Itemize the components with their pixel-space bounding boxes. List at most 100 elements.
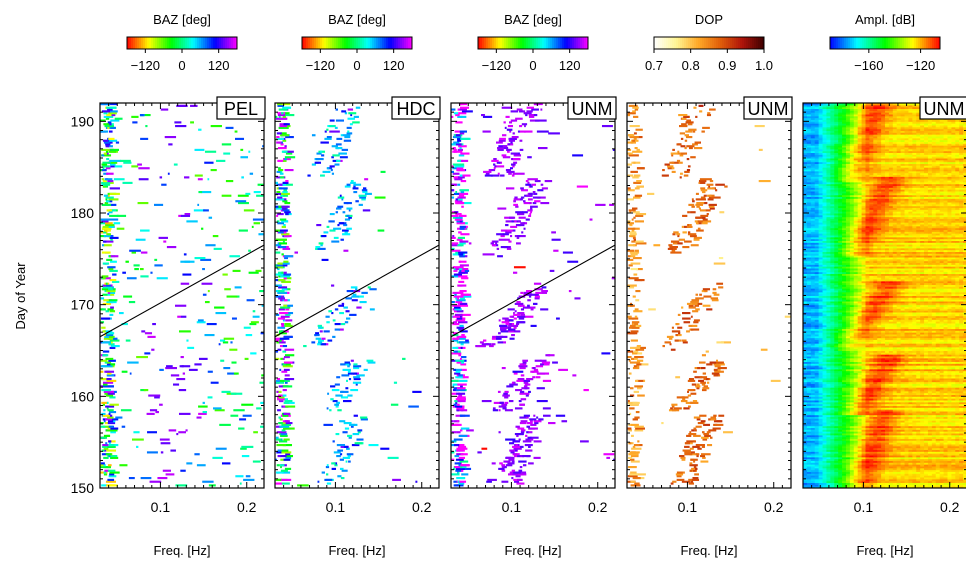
storm-segment — [665, 341, 671, 343]
storm-segment — [350, 389, 358, 391]
estimate-segment — [457, 362, 461, 364]
estimate-segment — [631, 455, 639, 457]
storm-segment — [334, 464, 337, 466]
storm-segment — [716, 360, 718, 362]
estimate-segment — [630, 125, 640, 127]
estimate-segment — [103, 226, 109, 228]
estimate-segment — [633, 274, 637, 276]
estimate-segment — [207, 178, 209, 180]
storm-segment — [709, 206, 715, 208]
estimate-segment — [458, 481, 460, 483]
estimate-segment — [132, 121, 137, 123]
estimate-segment — [109, 255, 111, 257]
estimate-segment — [453, 164, 462, 166]
estimate-segment — [173, 384, 179, 386]
estimate-segment — [104, 448, 109, 450]
estimate-segment — [103, 186, 106, 188]
estimate-segment — [104, 142, 110, 144]
storm-segment — [703, 220, 712, 222]
estimate-segment — [103, 228, 111, 230]
estimate-segment — [110, 116, 113, 118]
estimate-segment — [194, 363, 201, 365]
colorbar-tick-label: 0 — [529, 58, 536, 73]
estimate-segment — [222, 462, 230, 464]
estimate-segment — [630, 255, 636, 257]
estimate-segment — [282, 209, 289, 211]
estimate-segment — [643, 380, 645, 382]
storm-segment — [702, 457, 706, 459]
estimate-segment — [509, 140, 515, 142]
storm-segment — [499, 140, 506, 142]
estimate-segment — [704, 195, 707, 197]
storm-segment — [327, 464, 329, 466]
storm-segment — [521, 431, 524, 433]
estimate-segment — [284, 356, 290, 358]
storm-segment — [500, 235, 504, 237]
estimate-segment — [278, 422, 283, 424]
storm-segment — [698, 422, 704, 424]
storm-segment — [521, 314, 525, 316]
estimate-segment — [219, 343, 221, 345]
storm-segment — [337, 475, 341, 477]
storm-segment — [496, 338, 502, 340]
estimate-segment — [636, 242, 646, 244]
estimate-segment — [629, 209, 636, 211]
estimate-segment — [567, 261, 578, 263]
estimate-segment — [460, 132, 464, 134]
storm-segment — [694, 305, 699, 307]
estimate-segment — [108, 288, 113, 290]
estimate-segment — [215, 409, 225, 411]
estimate-segment — [284, 336, 293, 338]
storm-segment — [330, 398, 333, 400]
estimate-segment — [462, 110, 473, 112]
storm-segment — [507, 462, 514, 464]
storm-segment — [682, 226, 684, 228]
estimate-segment — [281, 325, 284, 327]
storm-segment — [534, 422, 538, 424]
storm-segment — [341, 134, 343, 136]
estimate-segment — [460, 228, 465, 230]
panel-2: BAZ [deg]−120 0 1200.1 0.2Freq. [Hz]HDC — [275, 12, 440, 558]
estimate-segment — [104, 420, 106, 422]
estimate-segment — [109, 426, 114, 428]
estimate-segment — [636, 349, 644, 351]
storm-segment — [524, 382, 529, 384]
storm-segment — [507, 129, 513, 131]
estimate-segment — [630, 347, 640, 349]
estimate-segment — [460, 316, 462, 318]
storm-segment — [529, 193, 533, 195]
estimate-segment — [454, 296, 464, 298]
estimate-segment — [460, 385, 463, 387]
storm-segment — [334, 404, 339, 406]
estimate-segment — [285, 169, 294, 171]
estimate-segment — [103, 263, 109, 265]
estimate-segment — [634, 385, 643, 387]
estimate-segment — [635, 241, 643, 243]
storm-segment — [516, 483, 524, 485]
storm-segment — [689, 147, 693, 149]
estimate-segment — [179, 330, 191, 332]
estimate-segment — [451, 420, 453, 422]
estimate-segment — [127, 277, 137, 279]
storm-segment — [351, 426, 354, 428]
storm-segment — [694, 417, 700, 419]
storm-segment — [690, 235, 697, 237]
storm-segment — [349, 424, 357, 426]
estimate-segment — [105, 442, 107, 444]
estimate-segment — [275, 182, 278, 184]
storm-segment — [362, 191, 367, 193]
storm-segment — [665, 164, 670, 166]
estimate-segment — [109, 444, 114, 446]
estimate-segment — [238, 202, 249, 204]
storm-segment — [522, 360, 528, 362]
estimate-segment — [459, 461, 468, 463]
estimate-segment — [280, 246, 286, 248]
storm-segment — [700, 187, 705, 189]
estimate-segment — [282, 415, 288, 417]
storm-segment — [359, 195, 367, 197]
estimate-segment — [637, 387, 642, 389]
storm-segment — [526, 417, 529, 419]
storm-segment — [504, 391, 508, 393]
trend-line — [451, 245, 615, 337]
storm-segment — [501, 404, 507, 406]
